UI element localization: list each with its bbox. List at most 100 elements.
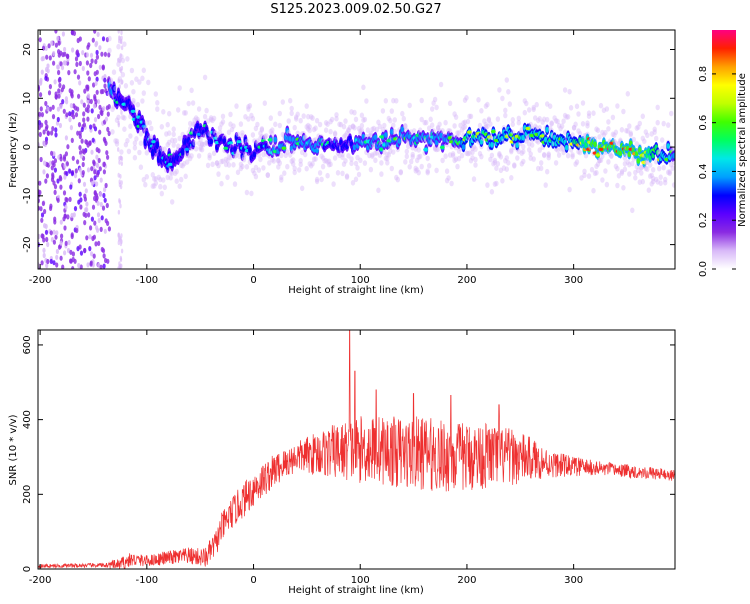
colorbar-ticks: 0.0 0.2 0.4 0.6 0.8: [698, 66, 736, 277]
ridge-halo-cell: [267, 160, 272, 166]
ridge-halo-cell: [435, 124, 441, 131]
ridge-halo-cell: [119, 78, 124, 85]
ridge-halo-cell: [207, 155, 212, 161]
ridge-halo-cell: [125, 137, 130, 144]
ridge-core-cell: [141, 124, 147, 128]
noise-cell: [94, 59, 98, 65]
noise-cell: [44, 119, 48, 125]
ridge-halo-cell: [473, 156, 478, 163]
noise-cell: [59, 219, 63, 225]
noise-cell: [68, 88, 72, 94]
ridge-halo-cell: [591, 187, 596, 194]
ridge-halo-cell: [634, 141, 639, 147]
ridge-halo-cell: [606, 126, 611, 132]
ridge-halo-cell: [353, 176, 359, 183]
ridge-halo-cell: [253, 173, 259, 180]
noise-cell: [118, 160, 121, 165]
ridge-halo-cell: [666, 169, 671, 176]
ridge-halo-cell: [524, 138, 529, 144]
ridge-halo-cell: [116, 43, 121, 50]
ridge-band-cell: [234, 134, 239, 141]
ridge-halo-cell: [128, 133, 133, 139]
ridge-halo-cell: [622, 155, 628, 161]
noise-cell: [117, 120, 120, 126]
ridge-halo-cell: [292, 124, 297, 131]
ridge-halo-cell: [651, 178, 656, 185]
noise-cell: [50, 165, 54, 171]
ridge-halo-cell: [651, 167, 656, 173]
ridge-halo-cell: [352, 109, 357, 116]
ridge-band-cell: [289, 145, 294, 152]
noise-cell: [95, 181, 99, 187]
ridge-halo-cell: [658, 174, 663, 180]
y-tick-label: 600: [22, 335, 33, 354]
ridge-band-cell: [627, 151, 632, 158]
ridge-halo-cell: [129, 80, 135, 86]
ridge-halo-cell: [219, 180, 224, 187]
noise-cell: [82, 111, 86, 117]
ridge-halo-cell: [223, 161, 229, 168]
ridge-halo-cell: [279, 152, 284, 159]
ridge-halo-cell: [459, 127, 465, 133]
noise-cell: [49, 203, 53, 209]
ridge-halo-cell: [199, 141, 205, 148]
ridge-halo-cell: [456, 148, 462, 154]
ridge-halo-cell: [409, 129, 414, 135]
ridge-halo-cell: [500, 178, 505, 184]
noise-cell: [77, 93, 81, 99]
noise-cell: [80, 99, 84, 105]
ridge-halo-cell: [285, 163, 290, 170]
ridge-halo-cell: [410, 154, 415, 160]
ridge-halo-cell: [495, 116, 501, 122]
ridge-halo-cell: [613, 140, 619, 147]
noise-cell: [102, 253, 106, 259]
ridge-halo-cell: [598, 157, 604, 163]
ridge-halo-cell: [162, 146, 167, 152]
ridge-halo-cell: [126, 148, 132, 155]
ridge-band-cell: [549, 132, 554, 138]
ridge-halo-cell: [320, 163, 326, 170]
ridge-halo-cell: [392, 128, 397, 135]
ridge-halo-cell: [332, 130, 338, 136]
noise-cell: [107, 130, 111, 137]
noise-cell: [95, 172, 100, 178]
ridge-halo-cell: [171, 142, 176, 148]
ridge-halo-cell: [401, 115, 406, 122]
ridge-halo-cell: [468, 157, 474, 164]
ridge-halo-cell: [585, 123, 590, 129]
noise-cell: [87, 42, 91, 48]
x-tick-label: 100: [351, 275, 370, 286]
ridge-halo-cell: [122, 126, 127, 132]
ridge-halo-cell: [313, 137, 318, 143]
noise-cell: [59, 61, 63, 67]
ridge-halo-cell: [609, 153, 614, 159]
ridge-halo-cell: [244, 138, 250, 145]
ridge-band-cell: [180, 147, 185, 156]
ridge-halo-cell: [504, 155, 509, 161]
snr-y-ticks: 0 200 400 600: [22, 335, 675, 572]
ridge-halo-cell: [350, 123, 356, 130]
ridge-core-cell: [486, 135, 492, 139]
ridge-halo-cell: [323, 157, 329, 164]
ridge-halo-cell: [377, 123, 383, 130]
ridge-halo-cell: [243, 114, 248, 120]
ridge-halo-cell: [373, 150, 378, 156]
ridge-halo-cell: [183, 173, 188, 180]
noise-cell: [105, 37, 109, 43]
ridge-halo-cell: [516, 148, 521, 155]
ridge-band-cell: [400, 126, 405, 133]
ridge-halo-cell: [205, 162, 211, 169]
ridge-band-cell: [155, 141, 160, 150]
ridge-halo-cell: [461, 120, 466, 126]
noise-cell: [62, 84, 66, 90]
noise-cell: [79, 197, 83, 203]
noise-cell: [55, 248, 60, 255]
noise-cell: [87, 76, 91, 82]
ridge-halo-cell: [503, 107, 508, 114]
ridge-halo-cell: [597, 134, 602, 140]
noise-cell: [68, 111, 72, 117]
ridge-core-cell: [493, 138, 499, 143]
ridge-halo-cell: [622, 166, 628, 173]
ridge-halo-cell: [542, 152, 547, 159]
ridge-halo-cell: [527, 107, 532, 113]
